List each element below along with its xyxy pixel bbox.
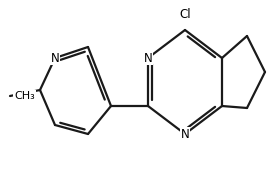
Text: N: N xyxy=(181,127,189,140)
Text: N: N xyxy=(51,51,59,64)
Text: CH₃: CH₃ xyxy=(14,91,35,101)
Text: Cl: Cl xyxy=(179,8,191,21)
Text: N: N xyxy=(144,51,152,64)
